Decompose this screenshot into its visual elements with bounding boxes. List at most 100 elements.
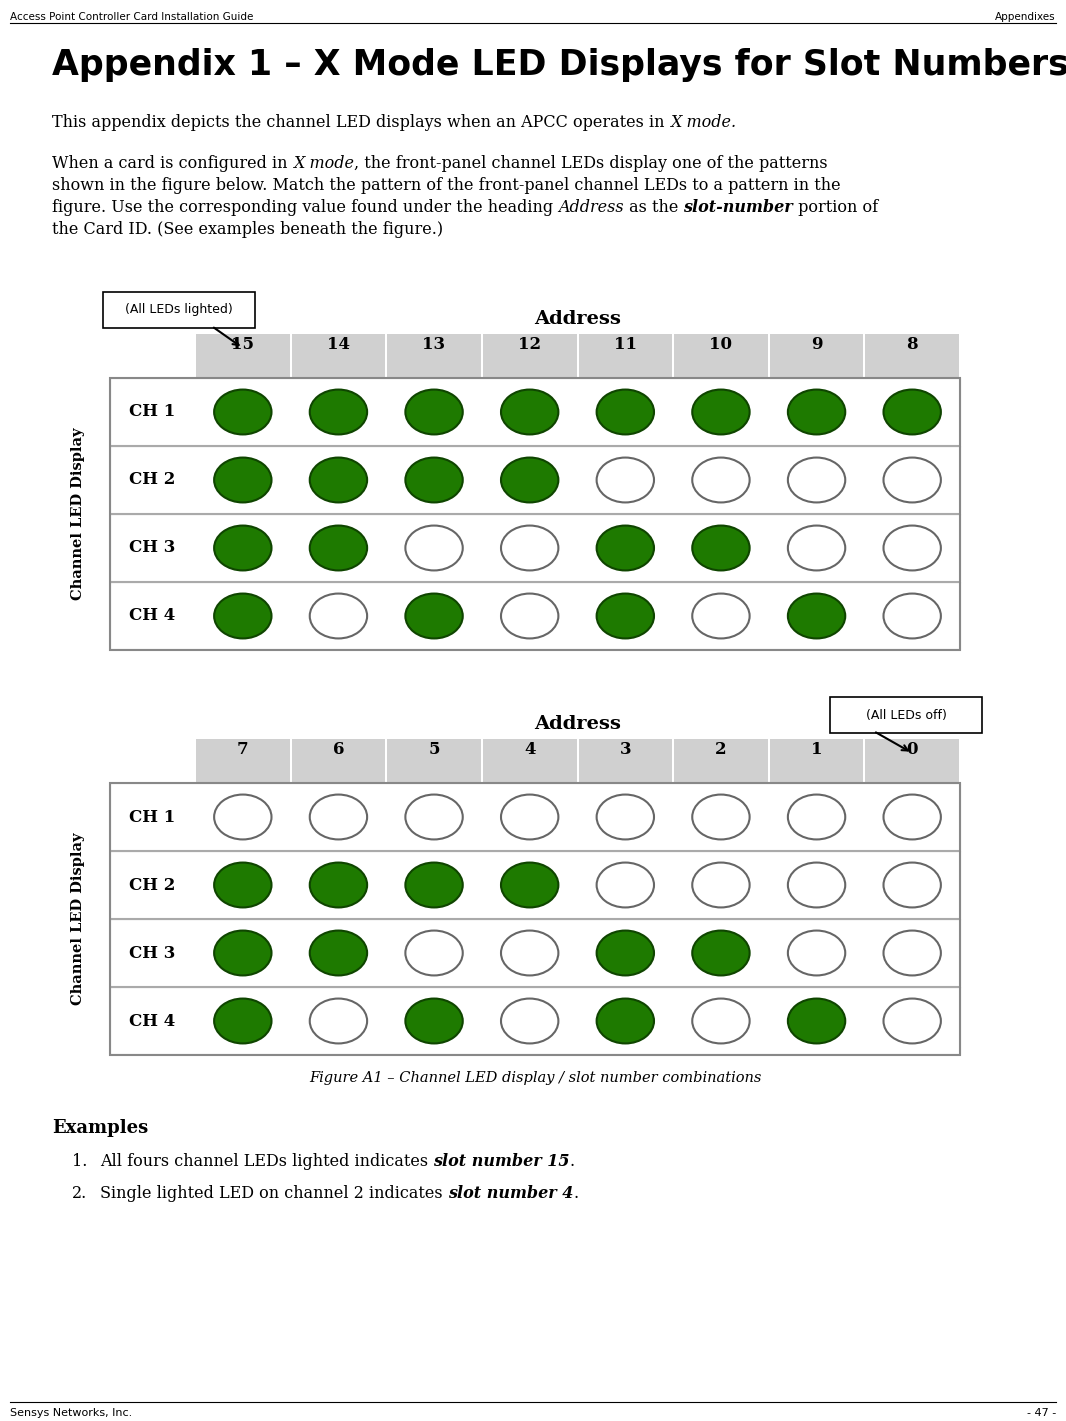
Text: figure. Use the corresponding value found under the heading: figure. Use the corresponding value foun… [52,199,559,216]
Ellipse shape [310,999,367,1043]
Ellipse shape [214,389,272,435]
Text: Appendix 1 – X Mode LED Displays for Slot Numbers: Appendix 1 – X Mode LED Displays for Slo… [52,48,1066,82]
Ellipse shape [214,931,272,975]
Ellipse shape [884,389,941,435]
FancyBboxPatch shape [110,378,960,445]
FancyBboxPatch shape [103,291,255,328]
Ellipse shape [692,794,749,840]
FancyBboxPatch shape [674,739,768,1053]
Ellipse shape [692,594,749,638]
FancyBboxPatch shape [292,739,385,1053]
Text: CH 3: CH 3 [129,540,176,557]
Ellipse shape [214,794,272,840]
Ellipse shape [310,458,367,503]
Ellipse shape [310,863,367,908]
Ellipse shape [405,863,463,908]
Ellipse shape [501,931,559,975]
FancyBboxPatch shape [196,334,290,648]
Text: X mode: X mode [293,155,354,172]
Ellipse shape [788,999,845,1043]
Ellipse shape [310,594,367,638]
Ellipse shape [692,863,749,908]
FancyBboxPatch shape [292,334,385,648]
Ellipse shape [692,389,749,435]
Text: slot number 15: slot number 15 [433,1152,569,1169]
Text: 13: 13 [422,335,446,352]
Ellipse shape [788,594,845,638]
FancyBboxPatch shape [483,334,577,648]
Ellipse shape [692,526,749,570]
Text: X mode.: X mode. [669,114,736,131]
Ellipse shape [310,389,367,435]
Ellipse shape [501,999,559,1043]
Text: 15: 15 [231,335,255,352]
Ellipse shape [884,863,941,908]
Ellipse shape [884,931,941,975]
Ellipse shape [788,863,845,908]
Text: 11: 11 [614,335,636,352]
Ellipse shape [597,458,655,503]
Ellipse shape [692,931,749,975]
Text: CH 1: CH 1 [129,809,176,826]
FancyBboxPatch shape [110,583,960,649]
Ellipse shape [405,794,463,840]
Ellipse shape [214,999,272,1043]
Ellipse shape [501,594,559,638]
Text: as the: as the [624,199,683,216]
Ellipse shape [405,526,463,570]
Text: Appendixes: Appendixes [996,11,1056,21]
Ellipse shape [788,526,845,570]
Text: , the front-panel channel LEDs display one of the patterns: , the front-panel channel LEDs display o… [354,155,827,172]
Ellipse shape [884,594,941,638]
Text: 12: 12 [518,335,542,352]
Text: 10: 10 [710,335,732,352]
Text: 5: 5 [429,740,440,757]
Ellipse shape [788,931,845,975]
Text: Address: Address [559,199,624,216]
Ellipse shape [214,526,272,570]
Text: .: . [569,1152,575,1169]
Text: 0: 0 [906,740,918,757]
Text: Channel LED Display: Channel LED Display [71,833,85,1005]
Text: - 47 -: - 47 - [1027,1408,1056,1418]
Ellipse shape [405,594,463,638]
FancyBboxPatch shape [483,739,577,1053]
FancyBboxPatch shape [196,739,290,1053]
FancyBboxPatch shape [110,446,960,513]
FancyBboxPatch shape [830,696,982,733]
Text: (All LEDs off): (All LEDs off) [866,709,947,722]
FancyBboxPatch shape [387,334,481,648]
Text: Channel LED Display: Channel LED Display [71,428,85,600]
FancyBboxPatch shape [770,739,863,1053]
Ellipse shape [405,931,463,975]
Ellipse shape [310,794,367,840]
Ellipse shape [597,931,655,975]
Text: All fours channel LEDs lighted indicates: All fours channel LEDs lighted indicates [100,1152,433,1169]
Text: CH 2: CH 2 [129,472,176,489]
Text: 8: 8 [906,335,918,352]
Text: shown in the figure below. Match the pattern of the front-panel channel LEDs to : shown in the figure below. Match the pat… [52,178,841,195]
Text: slot-number: slot-number [683,199,793,216]
Ellipse shape [597,526,655,570]
Text: Figure A1 – Channel LED display / slot number combinations: Figure A1 – Channel LED display / slot n… [309,1071,761,1086]
FancyBboxPatch shape [866,739,959,1053]
FancyBboxPatch shape [110,919,960,986]
Text: CH 2: CH 2 [129,877,176,894]
Text: the Card ID. (See examples beneath the figure.): the Card ID. (See examples beneath the f… [52,222,443,237]
Text: Address: Address [534,715,620,733]
FancyBboxPatch shape [387,739,481,1053]
Text: Examples: Examples [52,1118,148,1137]
Ellipse shape [310,931,367,975]
Text: 1.: 1. [72,1152,87,1169]
Text: 14: 14 [327,335,350,352]
Text: Sensys Networks, Inc.: Sensys Networks, Inc. [10,1408,132,1418]
Ellipse shape [501,863,559,908]
FancyBboxPatch shape [110,988,960,1054]
Ellipse shape [214,863,272,908]
Text: .: . [574,1185,578,1202]
Text: 3: 3 [619,740,631,757]
Text: 1: 1 [811,740,822,757]
Text: Single lighted LED on channel 2 indicates: Single lighted LED on channel 2 indicate… [100,1185,448,1202]
Ellipse shape [405,458,463,503]
FancyBboxPatch shape [579,739,673,1053]
